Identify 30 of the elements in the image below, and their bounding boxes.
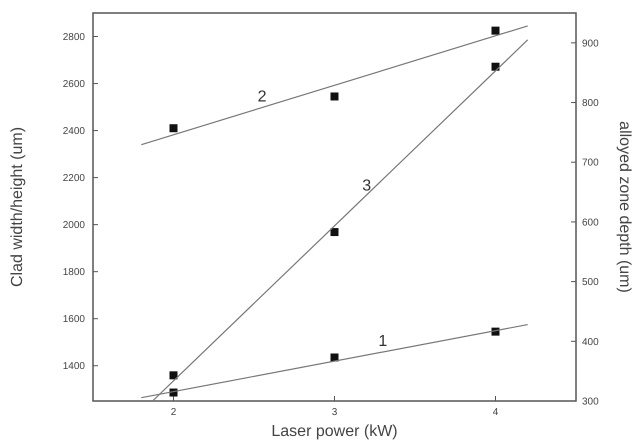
x-tick-label: 4 <box>492 407 499 418</box>
annotation: 2 <box>258 88 267 106</box>
point <box>492 26 500 35</box>
y-tick-label: 2400 <box>62 126 86 138</box>
point <box>492 62 500 71</box>
x-axis-title: Laser power (kW) <box>271 423 398 440</box>
y-tick-label: 2000 <box>62 220 86 232</box>
annotation: 3 <box>362 178 372 195</box>
y-tick-label: 1600 <box>62 314 86 326</box>
y2-axis-title: alloyed zone depth (um) <box>616 121 633 293</box>
y-tick-label: 2600 <box>62 79 86 90</box>
point <box>170 371 178 380</box>
y2-tick-label: 800 <box>582 98 600 110</box>
y-tick-label: 2200 <box>62 173 86 184</box>
y-tick-label: 2800 <box>62 32 86 44</box>
y2-tick-label: 700 <box>582 158 600 169</box>
annotation: 1 <box>378 333 388 350</box>
point <box>170 124 178 132</box>
y-axis-title: Clad width/height (um) <box>9 126 26 288</box>
x-tick-label: 2 <box>170 407 177 418</box>
y2-tick-label: 300 <box>582 396 600 408</box>
y2-tick-label: 600 <box>582 217 600 228</box>
point <box>330 92 338 100</box>
y-tick-label: 1400 <box>62 361 86 372</box>
y2-tick-label: 900 <box>582 38 600 50</box>
y-tick-label: 1800 <box>62 267 86 278</box>
y2-tick-label: 500 <box>582 277 600 288</box>
y2-tick-label: 400 <box>582 336 600 348</box>
point <box>330 228 338 236</box>
x-tick-label: 3 <box>332 407 338 418</box>
